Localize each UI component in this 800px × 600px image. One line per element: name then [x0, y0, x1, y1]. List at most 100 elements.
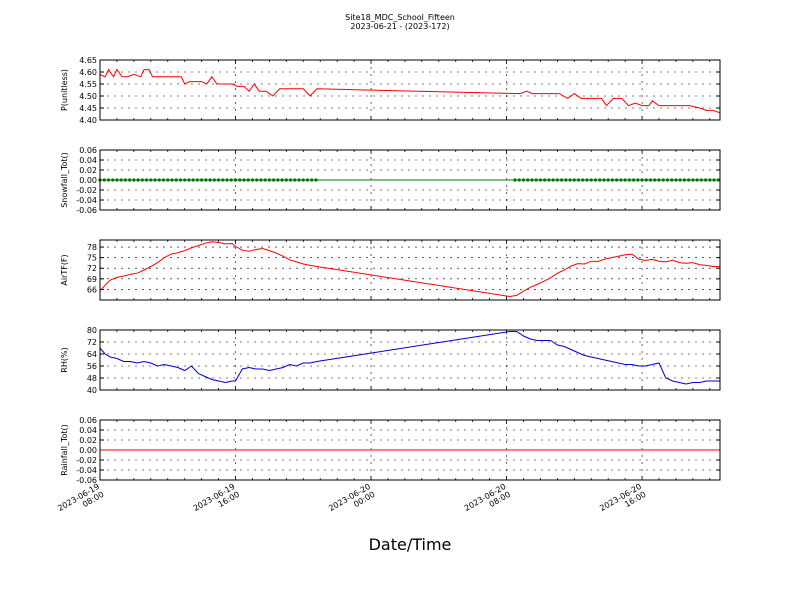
- data-point: [606, 178, 610, 182]
- y-tick-label: 0.02: [79, 166, 97, 175]
- y-tick-label: -0.04: [76, 466, 97, 475]
- data-point: [538, 178, 543, 182]
- data-point: [259, 178, 263, 182]
- data-point: [242, 178, 246, 182]
- y-tick-label: 0.06: [79, 146, 97, 155]
- data-point: [140, 178, 144, 182]
- y-tick-label: 4.50: [79, 92, 97, 101]
- y-tick-label: 0.04: [79, 426, 97, 435]
- data-point: [560, 178, 564, 182]
- data-point: [301, 178, 305, 182]
- data-point: [572, 178, 576, 182]
- data-point: [297, 178, 301, 182]
- data-point: [661, 178, 665, 182]
- data-point: [653, 178, 657, 182]
- data-point: [593, 178, 598, 182]
- data-point: [644, 178, 648, 182]
- data-point: [178, 178, 183, 182]
- series-line: [99, 331, 720, 385]
- data-point: [517, 178, 521, 182]
- data-point: [221, 178, 225, 182]
- data-point: [149, 178, 153, 182]
- y-axis-label: P(unitless): [60, 69, 69, 111]
- y-tick-label: 75: [87, 254, 97, 263]
- data-point: [225, 178, 229, 182]
- data-point: [704, 178, 708, 182]
- data-point: [648, 178, 653, 182]
- data-point: [555, 178, 559, 182]
- plot-frame: [99, 149, 721, 211]
- data-point: [144, 178, 149, 182]
- plot-frame: [99, 329, 721, 391]
- y-tick-label: -0.06: [76, 476, 97, 485]
- data-point: [534, 178, 538, 182]
- data-point: [153, 178, 157, 182]
- y-axis-label: Snowfall_Tot(): [60, 152, 69, 208]
- data-point: [246, 178, 250, 182]
- data-point: [161, 178, 166, 182]
- data-point: [276, 178, 280, 182]
- data-point: [691, 178, 695, 182]
- y-tick-label: 69: [87, 275, 97, 284]
- data-point: [123, 178, 128, 182]
- data-point: [250, 178, 255, 182]
- data-point: [708, 178, 712, 182]
- y-tick-label: -0.06: [76, 206, 97, 215]
- data-point: [589, 178, 593, 182]
- y-tick-label: 4.45: [79, 104, 97, 113]
- data-point: [687, 178, 691, 182]
- data-point: [712, 178, 716, 182]
- data-point: [665, 178, 670, 182]
- chart-title-line2: 2023-06-21 - (2023-172): [350, 22, 449, 31]
- data-point: [682, 178, 687, 182]
- data-point: [200, 178, 204, 182]
- data-point: [314, 178, 318, 182]
- data-point: [208, 178, 212, 182]
- plot-frame: [99, 59, 721, 121]
- data-point: [543, 178, 547, 182]
- y-tick-label: 0.06: [79, 416, 97, 425]
- y-tick-label: 40: [87, 386, 97, 395]
- y-tick-label: 4.55: [79, 80, 97, 89]
- data-point: [157, 178, 161, 182]
- y-tick-label: 0.04: [79, 156, 97, 165]
- series-line: [99, 68, 721, 114]
- data-point: [272, 178, 276, 182]
- data-point: [128, 178, 132, 182]
- data-point: [284, 178, 288, 182]
- data-point: [598, 178, 602, 182]
- subplot-stack: 4.40 4.45 4.50 4.55 4.60 4.65 P(unitless) -0.06…: [60, 56, 721, 485]
- data-point: [170, 178, 174, 182]
- data-point: [310, 178, 314, 182]
- y-tick-label: 0.00: [79, 176, 97, 185]
- data-point: [132, 178, 136, 182]
- y-axis-label: AirTF(F): [60, 254, 69, 285]
- data-point: [585, 178, 589, 182]
- data-point: [166, 178, 170, 182]
- data-point: [233, 178, 238, 182]
- data-point: [174, 178, 178, 182]
- data-point: [564, 178, 568, 182]
- subplot-2: -0.06-0.04-0.020.000.020.040.06 Snowfall_…: [60, 146, 721, 215]
- y-tick-label: 4.40: [79, 116, 97, 125]
- data-point: [678, 178, 682, 182]
- data-point: [547, 178, 551, 182]
- data-point: [187, 178, 191, 182]
- y-tick-label: 72: [87, 264, 97, 273]
- series-line: [99, 241, 720, 298]
- y-tick-label: 72: [87, 338, 97, 347]
- y-tick-label: -0.04: [76, 196, 97, 205]
- data-point: [576, 178, 581, 182]
- data-point: [263, 178, 267, 182]
- data-point: [568, 178, 572, 182]
- plot-frame: [99, 419, 721, 481]
- x-axis-label: Date/Time: [369, 535, 452, 554]
- data-point: [195, 178, 200, 182]
- data-point: [610, 178, 615, 182]
- y-tick-label: -0.02: [76, 186, 97, 195]
- data-point: [619, 178, 623, 182]
- data-point: [238, 178, 242, 182]
- y-tick-label: 80: [87, 326, 97, 335]
